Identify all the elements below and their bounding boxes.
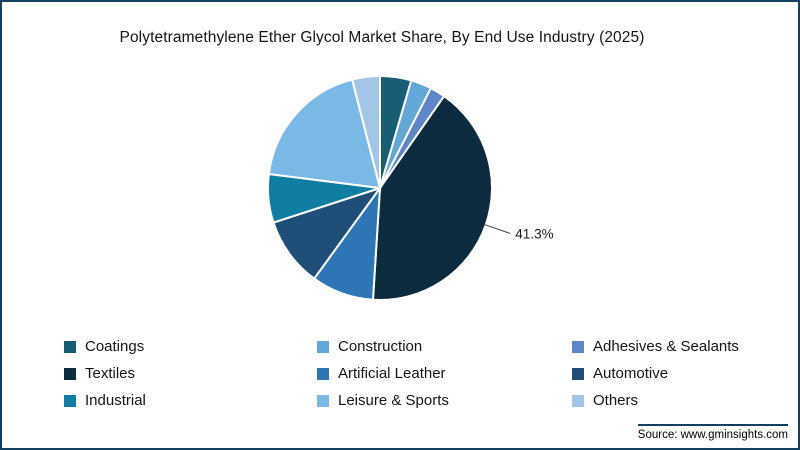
legend-label: Industrial (85, 392, 146, 409)
legend-item-artificial-leather: Artificial Leather (317, 365, 572, 382)
legend-item-automotive: Automotive (572, 365, 782, 382)
legend-label: Leisure & Sports (338, 392, 449, 409)
legend-swatch (572, 340, 584, 353)
legend-swatch (317, 394, 329, 407)
data-label-leader-line (484, 224, 511, 234)
legend-swatch (572, 367, 584, 380)
legend-item-leisure-sports: Leisure & Sports (317, 392, 572, 409)
legend-item-others: Others (572, 392, 782, 409)
pie-chart: 41.3% (267, 74, 554, 301)
legend-label: Construction (338, 338, 423, 355)
legend-swatch (64, 340, 76, 353)
legend-item-textiles: Textiles (64, 365, 317, 382)
legend-label: Textiles (85, 365, 136, 382)
legend-swatch (64, 367, 76, 380)
legend: Coatings Construction Adhesives & Sealan… (64, 338, 782, 409)
legend-item-industrial: Industrial (64, 392, 317, 409)
pie-slice-others (350, 74, 381, 189)
legend-item-construction: Construction (317, 338, 572, 355)
pie-slice-leisure-sports (267, 78, 382, 190)
legend-swatch (317, 340, 329, 353)
legend-label: Others (593, 392, 639, 409)
chart-title: Polytetramethylene Ether Glycol Market S… (119, 29, 645, 46)
legend-swatch (64, 394, 76, 407)
legend-label: Artificial Leather (338, 365, 446, 382)
legend-item-coatings: Coatings (64, 338, 317, 355)
pie-data-label: 41.3% (515, 227, 553, 242)
legend-swatch (317, 367, 329, 380)
legend-item-adhesives-sealants: Adhesives & Sealants (572, 338, 782, 355)
legend-label: Adhesives & Sealants (593, 338, 739, 355)
legend-swatch (572, 394, 584, 407)
source-text: Source: www.gminsights.com (637, 424, 788, 441)
legend-label: Coatings (85, 338, 145, 355)
legend-label: Automotive (593, 365, 669, 382)
